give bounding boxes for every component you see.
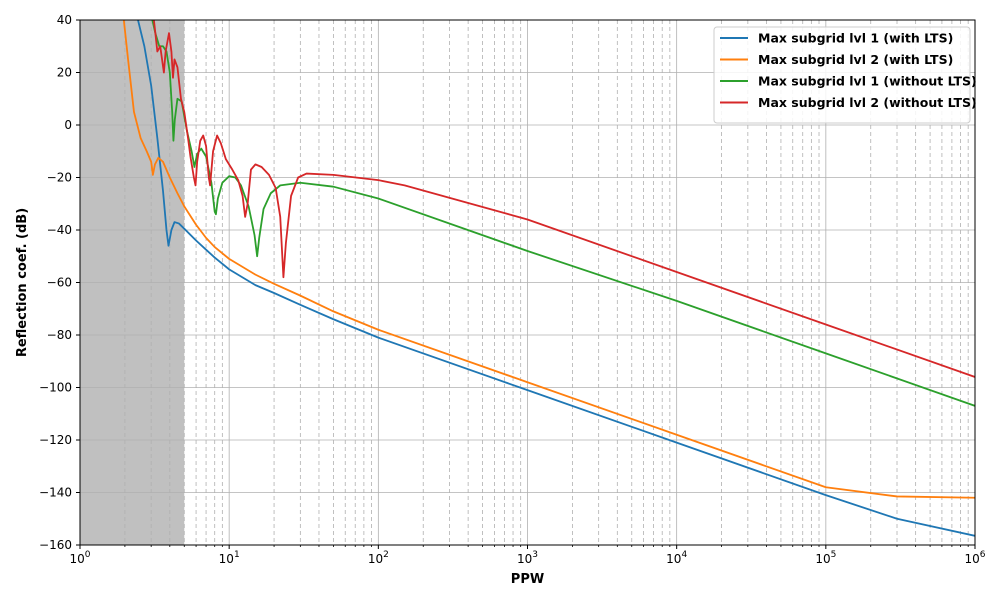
grid-layer [79, 19, 976, 546]
legend-label-1: Max subgrid lvl 1 (with LTS) [758, 31, 953, 46]
legend-label-2: Max subgrid lvl 2 (with LTS) [758, 52, 953, 67]
series-line-4 [152, 20, 975, 378]
legend: Max subgrid lvl 1 (with LTS) Max subgrid … [713, 26, 977, 124]
legend-box [713, 26, 971, 124]
x-tick-label: 104 [666, 550, 687, 566]
y-axis-label: Reflection coef. (dB) [15, 208, 30, 357]
y-tick-label: −120 [39, 433, 72, 447]
y-tick-label: −140 [39, 486, 72, 500]
x-tick-label: 100 [69, 550, 90, 566]
series-line-3 [151, 20, 975, 407]
x-tick-label: 106 [964, 550, 985, 566]
series-line-2 [122, 20, 975, 499]
x-axis-label: PPW [511, 572, 544, 587]
x-tick-label: 103 [517, 550, 538, 566]
y-tick-label: 0 [64, 118, 72, 132]
y-tick-label: −100 [39, 381, 72, 395]
y-tick-label: −160 [39, 538, 72, 552]
y-tick-label: −20 [47, 171, 72, 185]
y-tick-label: 40 [57, 13, 72, 27]
series-line-1 [137, 20, 975, 537]
y-tick-label: −60 [47, 276, 72, 290]
legend-label-3: Max subgrid lvl 1 (without LTS) [758, 74, 977, 89]
y-tick-label: 20 [57, 66, 72, 80]
legend-label-4: Max subgrid lvl 2 (without LTS) [758, 95, 977, 110]
y-tick-label: −80 [47, 328, 72, 342]
x-tick-label: 105 [815, 550, 836, 566]
y-tick-label: −40 [47, 223, 72, 237]
x-tick-label: 101 [219, 550, 240, 566]
series-layer [122, 20, 975, 537]
x-tick-label: 102 [368, 550, 389, 566]
